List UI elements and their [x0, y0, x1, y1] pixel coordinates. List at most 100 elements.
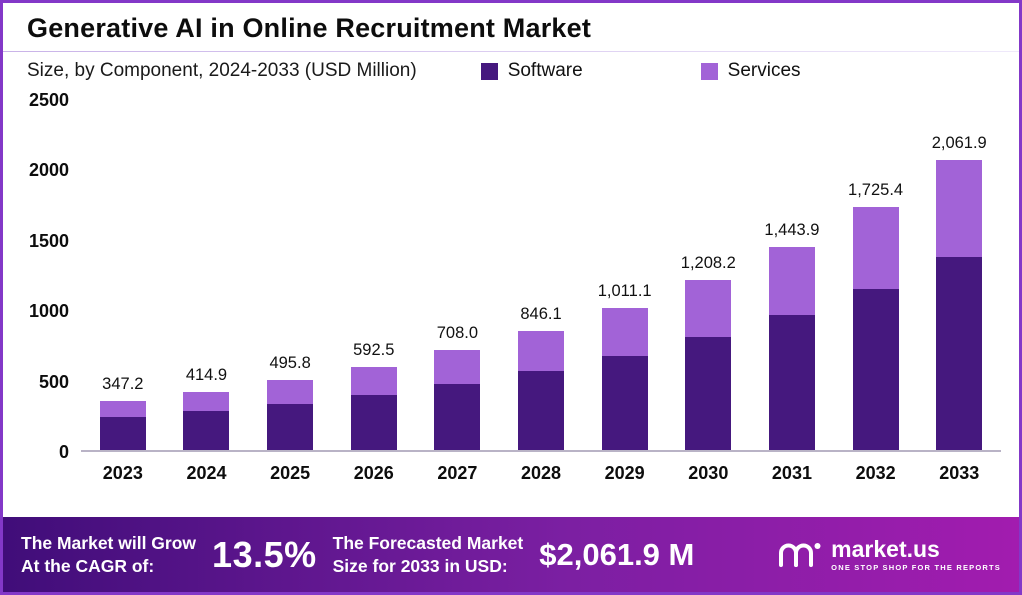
stacked-bar — [434, 350, 481, 450]
x-axis-label: 2031 — [771, 463, 812, 483]
market-us-logo: market.us ONE STOP SHOP FOR THE REPORTS — [778, 537, 1001, 571]
x-axis-label: 2025 — [270, 463, 311, 483]
bar-total-label: 1,011.1 — [597, 281, 652, 300]
bar-segment-services — [852, 207, 899, 289]
bar-group: 347.2 — [81, 100, 165, 450]
x-axis-label: 2030 — [688, 463, 729, 483]
x-axis-labels: 2023 2024 2025 2026 2027 2028 2029 2030 2031 2032… — [81, 452, 1001, 484]
bar-group: 846.1 — [499, 100, 583, 450]
forecast-label-line2: Size for 2033 in USD: — [332, 555, 508, 576]
y-tick-label: 1000 — [28, 301, 69, 322]
bar-total-label: 1,208.2 — [680, 253, 736, 272]
legend-item-services: Services — [700, 60, 801, 82]
stacked-bar — [183, 391, 230, 450]
bar-group: 2,061.9 — [917, 100, 1001, 450]
bar-total-label: 414.9 — [185, 365, 228, 384]
stacked-bar — [99, 401, 146, 450]
header-divider — [3, 51, 1019, 52]
bar-total-label: 592.5 — [353, 340, 395, 359]
x-axis-label: 2032 — [855, 463, 896, 483]
bar-segment-services — [350, 366, 397, 395]
bar-group: 1,208.2 — [666, 100, 750, 450]
bar-total-label: 708.0 — [436, 324, 479, 343]
bar-group: 495.8 — [248, 100, 332, 450]
forecast-label-line1: The Forecasted Market — [332, 532, 524, 553]
y-tick-label: 1500 — [28, 230, 69, 251]
footer-banner: The Market will Grow At the CAGR of: 13.… — [3, 517, 1019, 592]
x-axis-label: 2024 — [186, 463, 227, 483]
bar-segment-services — [183, 391, 230, 412]
stacked-bar — [518, 330, 565, 450]
bar-group: 1,011.1 — [583, 100, 667, 450]
forecast-value: $2,061.9 M — [539, 536, 695, 572]
bar-segment-services — [99, 401, 146, 418]
subtitle-row: Size, by Component, 2024-2033 (USD Milli… — [27, 58, 995, 84]
bar-segment-software — [936, 257, 983, 450]
bar-group: 1,725.4 — [834, 100, 918, 450]
x-axis-label: 2028 — [521, 463, 562, 483]
bar-group: 1,443.9 — [750, 100, 834, 450]
bar-group: 708.0 — [416, 100, 500, 450]
chart-subtitle: Size, by Component, 2024-2033 (USD Milli… — [27, 60, 417, 81]
legend: Software Services — [480, 60, 801, 82]
brand-name: market.us — [831, 536, 940, 563]
legend-label-services: Services — [727, 60, 801, 81]
y-tick-label: 2500 — [28, 90, 69, 110]
chart-header: Generative AI in Online Recruitment Mark… — [3, 3, 1019, 84]
bar-total-label: 347.2 — [102, 375, 144, 394]
x-axis-spacer — [9, 452, 81, 484]
bar-segment-services — [434, 350, 481, 384]
bar-total-label: 1,443.9 — [764, 220, 820, 239]
plot-area: 347.2 414.9 495.8 592.5 708.0 846.1 1,011.1 1,2… — [81, 100, 1001, 452]
y-axis: 2500 2000 1500 1000 500 0 — [9, 90, 81, 462]
cagr-label-line2: At the CAGR of: — [21, 555, 155, 576]
stacked-bar — [936, 159, 983, 450]
stacked-bar — [685, 279, 732, 450]
bar-segment-software — [852, 288, 899, 450]
market-us-logo-icon — [779, 543, 821, 568]
bar-segment-software — [768, 314, 815, 450]
bar-total-label: 2,061.9 — [931, 133, 987, 152]
bar-segment-software — [685, 337, 732, 450]
bar-total-label: 1,725.4 — [848, 181, 904, 200]
bar-segment-services — [601, 307, 648, 356]
legend-label-software: Software — [507, 60, 583, 81]
y-tick-label: 0 — [58, 442, 69, 462]
bar-segment-software — [601, 355, 648, 450]
bar-segment-software — [267, 403, 314, 450]
stacked-bar-chart: 2500 2000 1500 1000 500 0 347.2 414.9 495.8 592.… — [3, 90, 1019, 484]
cagr-label: The Market will Grow At the CAGR of: — [21, 532, 196, 578]
legend-swatch-services — [700, 62, 718, 80]
bar-group: 414.9 — [165, 100, 249, 450]
brand-tagline: ONE STOP SHOP FOR THE REPORTS — [831, 562, 1001, 572]
stacked-bar — [768, 246, 815, 450]
x-axis-label: 2033 — [939, 463, 980, 483]
x-axis-label: 2023 — [102, 463, 143, 483]
bar-segment-software — [518, 370, 565, 450]
x-axis-label: 2026 — [353, 463, 394, 483]
legend-item-software: Software — [480, 60, 583, 82]
cagr-value: 13.5% — [212, 533, 317, 575]
x-axis-label: 2027 — [437, 463, 478, 483]
bar-segment-services — [768, 246, 815, 315]
bar-segment-services — [518, 330, 565, 371]
bar-group: 592.5 — [332, 100, 416, 450]
cagr-label-line1: The Market will Grow — [21, 532, 197, 553]
bar-segment-services — [267, 380, 314, 404]
bar-segment-software — [99, 417, 146, 450]
brand-text: market.us ONE STOP SHOP FOR THE REPORTS — [831, 537, 1001, 571]
bar-segment-software — [434, 383, 481, 450]
legend-swatch-software — [480, 62, 498, 80]
chart-title: Generative AI in Online Recruitment Mark… — [27, 13, 592, 43]
y-tick-label: 500 — [38, 371, 69, 392]
stacked-bar — [350, 366, 397, 450]
stacked-bar — [852, 207, 899, 450]
bar-total-label: 846.1 — [520, 304, 562, 323]
y-tick-label: 2000 — [28, 160, 69, 181]
stacked-bar — [601, 307, 648, 450]
stacked-bar — [267, 380, 314, 450]
bar-total-label: 495.8 — [269, 354, 311, 373]
bar-segment-services — [936, 159, 983, 258]
x-axis-label: 2029 — [604, 463, 645, 483]
